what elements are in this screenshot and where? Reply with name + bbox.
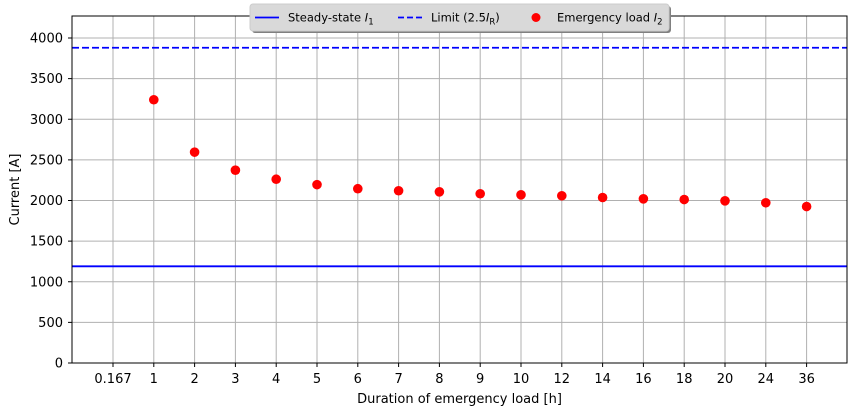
x-tick-label: 3 (231, 372, 239, 387)
legend-label: Steady-state I1 (288, 11, 374, 28)
legend-box (249, 3, 670, 32)
legend-label: Emergency load I2 (557, 11, 663, 28)
x-tick-label: 18 (676, 372, 693, 387)
data-point (516, 190, 526, 200)
data-point (353, 183, 363, 194)
reference-lines (72, 46, 847, 268)
data-point (801, 201, 812, 212)
x-tick-label: 36 (798, 372, 815, 387)
legend: Steady-state I1 Limit (2.5IR) Emergency lo… (249, 3, 671, 33)
data-point (597, 192, 608, 203)
data-point (149, 94, 159, 105)
data-point (638, 193, 649, 204)
y-tick-label: 500 (38, 316, 63, 331)
y-tick-label: 1500 (30, 235, 63, 250)
x-axis-label: Duration of emergency load [h] (357, 392, 562, 407)
x-tick-label: 10 (513, 372, 530, 387)
plot-frame (71, 15, 848, 364)
y-axis-ticks: 0 500 1000 1500 2000 2500 3000 3500 4000 (30, 32, 72, 372)
x-tick-label: 24 (758, 372, 775, 387)
x-tick-label: 14 (594, 372, 611, 387)
y-tick-label: 2500 (30, 153, 63, 168)
data-point (230, 165, 241, 175)
legend-entry-emergency-load: Emergency load I2 (531, 11, 663, 28)
grid-lines (72, 16, 847, 364)
x-tick-label: 0.167 (94, 372, 131, 387)
data-point (189, 147, 200, 157)
data-point (393, 185, 404, 196)
data-point (271, 174, 282, 185)
y-tick-label: 2000 (30, 194, 63, 209)
data-point (434, 187, 445, 197)
x-tick-label: 1 (150, 372, 158, 387)
y-tick-label: 1000 (30, 275, 63, 290)
data-point (557, 190, 567, 201)
x-tick-label: 6 (354, 372, 362, 387)
y-tick-label: 3000 (30, 113, 63, 128)
y-axis-label: Current [A] (8, 154, 23, 226)
y-tick-label: 3500 (30, 72, 63, 87)
x-tick-label: 16 (635, 372, 652, 387)
data-point (475, 188, 486, 199)
x-tick-label: 8 (435, 372, 443, 387)
x-tick-label: 4 (272, 372, 280, 387)
y-tick-label: 0 (55, 357, 63, 372)
x-axis-ticks: 0.167 1 2 3 4 5 6 7 8 9 10 12 14 16 18 20 24 36 (94, 363, 815, 387)
legend-entry-steady-state: Steady-state I1 (255, 11, 374, 28)
x-tick-label: 5 (313, 372, 321, 387)
data-point (312, 179, 322, 190)
data-point (679, 194, 689, 205)
x-tick-label: 20 (717, 372, 734, 387)
x-tick-label: 2 (190, 372, 198, 387)
y-tick-label: 4000 (30, 32, 63, 47)
x-tick-label: 7 (394, 372, 402, 387)
legend-entry-limit: Limit (2.5IR) (398, 11, 500, 28)
data-point (761, 197, 771, 208)
legend-marker-icon (531, 13, 541, 22)
legend-label: Limit (2.5IR) (431, 11, 500, 28)
data-point (720, 196, 730, 206)
emergency-load-points (149, 94, 812, 212)
x-tick-label: 12 (554, 372, 571, 387)
x-tick-label: 9 (476, 372, 484, 387)
